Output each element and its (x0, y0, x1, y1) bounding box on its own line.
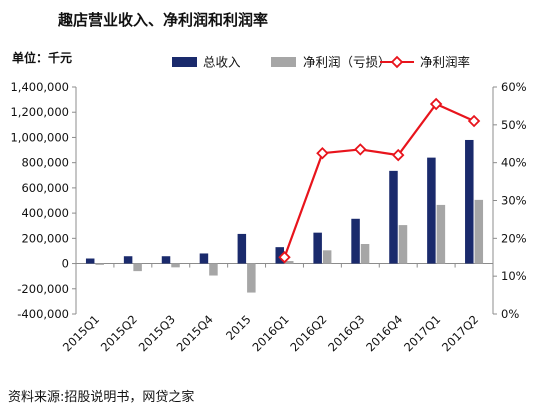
legend-label-margin: 净利润率 (420, 55, 470, 70)
y-right-tick-label: 10% (501, 269, 527, 283)
bar-net-profit (398, 225, 408, 264)
x-tick-label: 2016Q1 (249, 312, 291, 354)
source-note: 资料来源:招股说明书，网贷之家 (8, 390, 195, 405)
y-right-tick-label: 50% (501, 118, 527, 132)
x-tick-label: 2015 (223, 312, 254, 343)
legend-label-profit: 净利润（亏损） (303, 55, 391, 70)
bar-revenue (427, 157, 436, 264)
y-right-tick-label: 0% (501, 307, 519, 321)
bar-revenue (351, 218, 360, 264)
legend-marker-margin (390, 55, 404, 69)
bar-net-profit (171, 263, 180, 268)
point-net-margin (354, 143, 367, 156)
legend-label-revenue: 总收入 (203, 55, 241, 70)
y-left-tick-label: 0 (62, 257, 69, 271)
x-tick-label: 2015Q3 (136, 312, 178, 354)
point-net-margin (278, 251, 291, 264)
point-net-margin (467, 114, 481, 128)
y-left-tick-label: 1,200,000 (10, 105, 69, 119)
x-tick-label: 2015Q2 (98, 312, 140, 354)
bar-net-profit (474, 199, 484, 264)
bar-net-profit (285, 261, 294, 264)
line-net-margin (283, 102, 475, 258)
bar-revenue (123, 256, 133, 264)
y-left-tick-label: -400,000 (17, 307, 69, 321)
y-right-tick-label: 30% (501, 194, 527, 208)
y-right-tick-label: 60% (501, 80, 527, 94)
x-tick-label: 2017Q1 (401, 312, 443, 354)
point-net-margin (392, 148, 405, 162)
chart-title: 趣店营业收入、净利润和利润率 (58, 11, 269, 29)
y-right-tick-label: 20% (501, 231, 527, 245)
y-left-tick-label: 1,400,000 (10, 80, 69, 94)
bar-revenue (161, 256, 171, 264)
bar-net-profit (209, 263, 218, 276)
x-tick-label: 2016Q2 (287, 312, 329, 354)
bar-net-profit (436, 204, 446, 264)
y-left-tick-label: 800,000 (21, 156, 69, 170)
bar-revenue (85, 258, 95, 264)
bar-revenue (465, 139, 474, 264)
unit-label: 单位：千元 (12, 51, 73, 65)
y-right-tick-label: 40% (501, 156, 527, 170)
bar-revenue (275, 247, 284, 264)
bar-revenue (313, 232, 322, 264)
x-tick-label: 2016Q4 (363, 312, 405, 354)
point-net-margin (429, 97, 443, 111)
x-tick-label: 2017Q2 (439, 312, 481, 354)
y-left-tick-label: -200,000 (17, 282, 69, 296)
x-tick-label: 2016Q3 (325, 312, 367, 354)
bar-net-profit (133, 263, 142, 272)
point-net-margin (316, 146, 329, 160)
legend-swatch-profit (271, 57, 296, 67)
bar-net-profit (247, 263, 256, 293)
y-left-tick-label: 1,000,000 (10, 130, 69, 144)
bar-net-profit (322, 250, 332, 264)
bar-revenue (199, 253, 209, 264)
bar-revenue (237, 233, 247, 264)
bar-revenue (389, 170, 398, 264)
y-left-tick-label: 200,000 (21, 231, 69, 245)
y-left-tick-label: 400,000 (21, 206, 69, 220)
y-left-tick-label: 600,000 (21, 181, 69, 195)
bar-net-profit (95, 263, 104, 265)
legend-swatch-revenue (172, 57, 197, 67)
bar-net-profit (360, 244, 370, 264)
x-tick-label: 2015Q4 (174, 312, 216, 354)
